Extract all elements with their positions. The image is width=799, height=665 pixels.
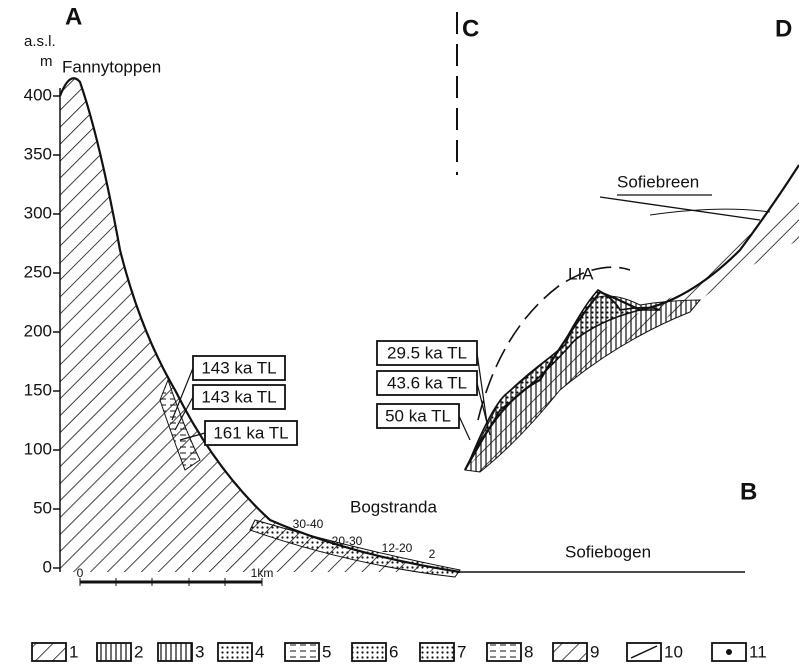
legend-label: 4 bbox=[255, 642, 264, 661]
place-label: Bogstranda bbox=[350, 497, 437, 516]
section-label: C bbox=[462, 15, 479, 42]
legend-symbol bbox=[726, 649, 732, 655]
y-tick-label: 300 bbox=[24, 203, 52, 222]
legend-label: 5 bbox=[322, 642, 331, 661]
leader bbox=[600, 197, 760, 220]
legend-label: 7 bbox=[457, 642, 466, 661]
axis-unit: m bbox=[40, 53, 53, 70]
y-tick-label: 400 bbox=[24, 85, 52, 104]
date-label: 43.6 ka TL bbox=[387, 373, 467, 392]
y-tick-label: 0 bbox=[43, 557, 52, 576]
date-label: 29.5 ka TL bbox=[387, 343, 467, 362]
thickness-label: 30-40 bbox=[293, 517, 324, 531]
place-label: Fannytoppen bbox=[62, 57, 161, 76]
place-label: Sofiebreen bbox=[617, 172, 699, 191]
legend-label: 6 bbox=[389, 642, 398, 661]
leader bbox=[477, 383, 490, 435]
y-tick-label: 100 bbox=[24, 439, 52, 458]
y-tick-label: 150 bbox=[24, 380, 52, 399]
date-label: 143 ka TL bbox=[201, 358, 276, 377]
section-label: A bbox=[65, 3, 82, 30]
thickness-label: 2 bbox=[429, 547, 436, 561]
leader bbox=[459, 416, 470, 440]
legend-swatch bbox=[158, 643, 192, 661]
y-tick-label: 200 bbox=[24, 321, 52, 340]
legend-swatch bbox=[32, 643, 66, 661]
thickness-label: 12-20 bbox=[382, 541, 413, 555]
glacier bbox=[650, 209, 770, 215]
y-tick-label: 250 bbox=[24, 262, 52, 281]
section-label: B bbox=[740, 478, 757, 505]
legend-label: 9 bbox=[590, 642, 599, 661]
legend-swatch bbox=[487, 643, 521, 661]
legend-swatch bbox=[97, 643, 131, 661]
date-label: 50 ka TL bbox=[385, 406, 451, 425]
date-label: 143 ka TL bbox=[201, 387, 276, 406]
legend-swatch bbox=[218, 643, 252, 661]
legend-label: 8 bbox=[524, 642, 533, 661]
place-label: LIA bbox=[568, 264, 594, 283]
legend-label: 1 bbox=[69, 642, 78, 661]
legend-label: 11 bbox=[749, 642, 767, 661]
legend-swatch bbox=[420, 643, 454, 661]
place-label: Sofiebogen bbox=[565, 542, 651, 561]
legend-label: 2 bbox=[134, 642, 143, 661]
legend-swatch bbox=[553, 643, 587, 661]
legend-swatch bbox=[352, 643, 386, 661]
legend-swatch bbox=[285, 643, 319, 661]
cross-section: 1234567891011 ABCDa.s.l.m050100150200250… bbox=[0, 0, 799, 665]
date-label: 161 ka TL bbox=[213, 423, 288, 442]
axis-unit: a.s.l. bbox=[24, 33, 56, 50]
y-tick-label: 350 bbox=[24, 144, 52, 163]
legend: 1 2 3 4 5 6 7 8 9 10 11 bbox=[32, 642, 767, 661]
legend-label: 3 bbox=[195, 642, 204, 661]
thickness-label: 20-30 bbox=[332, 534, 363, 548]
section-label: D bbox=[775, 15, 792, 42]
y-tick-label: 50 bbox=[33, 498, 52, 517]
legend-label: 10 bbox=[664, 642, 683, 661]
